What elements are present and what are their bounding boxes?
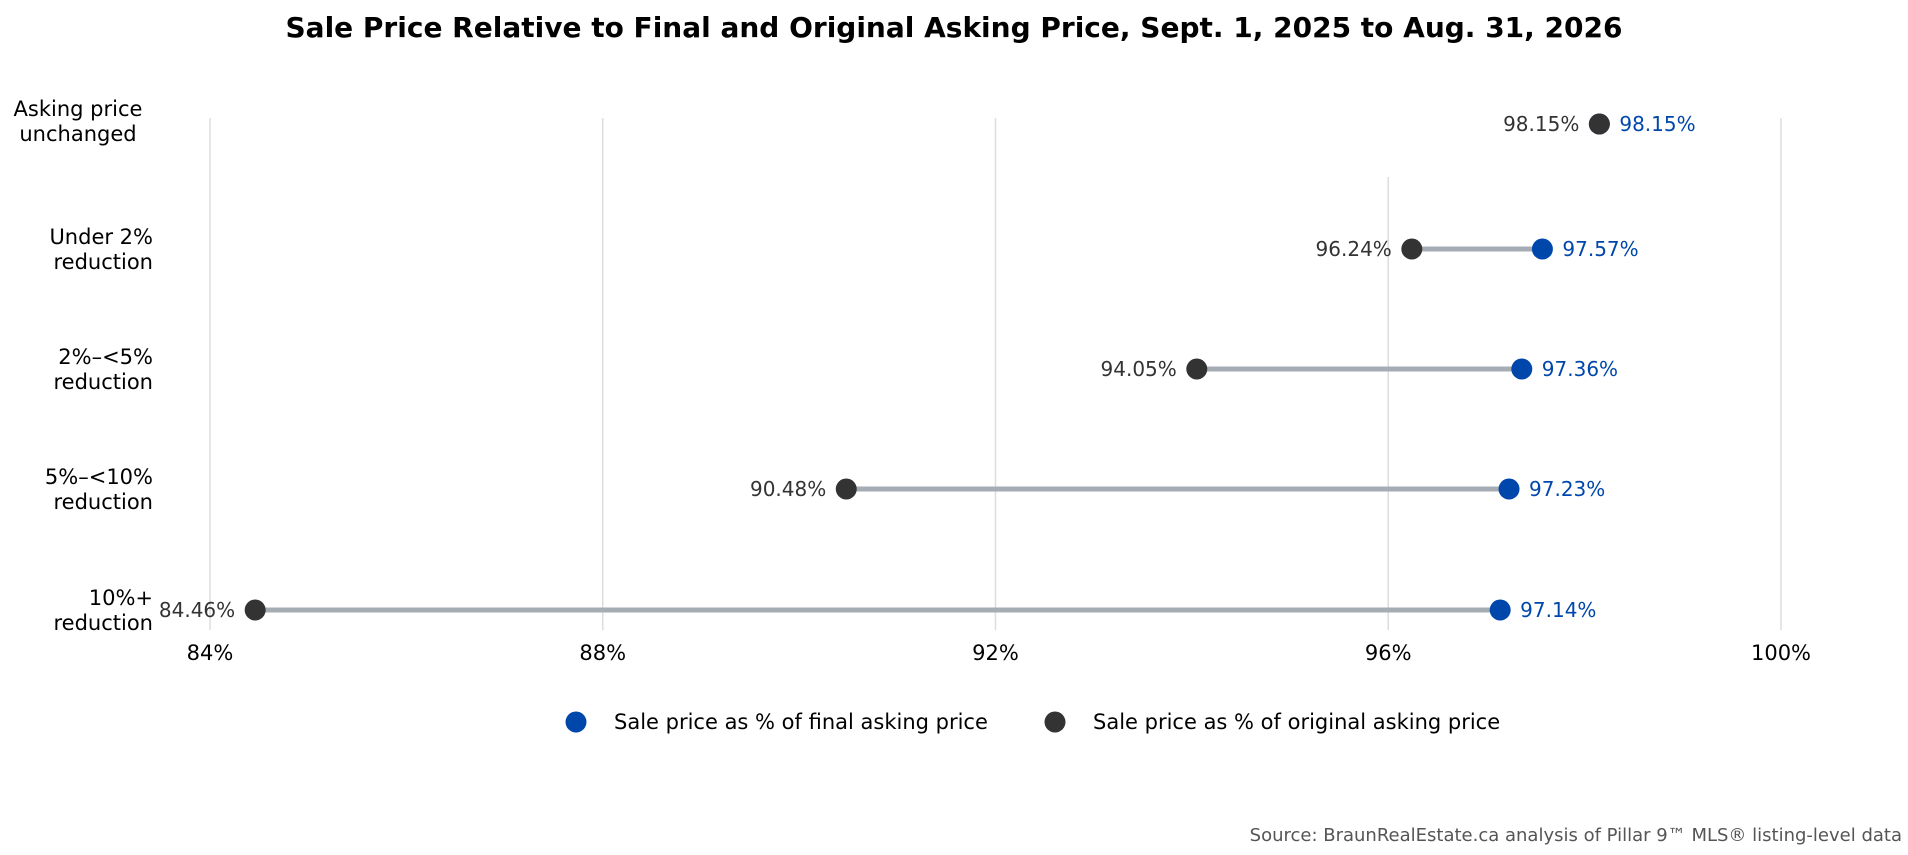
original-asking-label: 98.15% xyxy=(1503,112,1579,136)
original-asking-point xyxy=(1186,358,1208,380)
original-asking-label: 94.05% xyxy=(1101,357,1177,381)
connector-lines xyxy=(255,246,1543,613)
data-points xyxy=(244,113,1610,621)
category-label-line: reduction xyxy=(53,370,153,394)
category-label-line: unchanged xyxy=(19,122,136,146)
category-label-line: Under 2% xyxy=(49,225,153,249)
final-asking-label: 97.14% xyxy=(1520,598,1596,622)
final-asking-point xyxy=(1498,478,1520,500)
final-asking-label: 98.15% xyxy=(1619,112,1695,136)
legend-label: Sale price as % of final asking price xyxy=(614,710,988,734)
chart-title: Sale Price Relative to Final and Origina… xyxy=(286,11,1623,44)
category-label-line: Asking price xyxy=(14,97,143,121)
x-axis-ticks: 84% 88% 92% 96% 100% xyxy=(187,641,1811,665)
original-asking-label: 90.48% xyxy=(750,477,826,501)
category-label-line: reduction xyxy=(53,611,153,635)
final-asking-label: 97.23% xyxy=(1529,477,1605,501)
original-asking-point xyxy=(1401,238,1423,260)
source-note: Source: BraunRealEstate.ca analysis of P… xyxy=(1250,825,1902,846)
category-label-line: 2%–<5% xyxy=(58,345,153,369)
category-label: 10%+ reduction xyxy=(53,586,153,635)
final-asking-point xyxy=(1511,358,1533,380)
legend-label: Sale price as % of original asking price xyxy=(1093,710,1500,734)
category-label-line: reduction xyxy=(53,250,153,274)
final-asking-label: 97.57% xyxy=(1562,237,1638,261)
grid-lines xyxy=(209,118,1782,630)
x-tick-label: 96% xyxy=(1365,641,1412,665)
x-tick-label: 92% xyxy=(972,641,1019,665)
x-tick-label: 84% xyxy=(187,641,234,665)
legend: Sale price as % of final asking price Sal… xyxy=(565,710,1500,734)
original-asking-label: 96.24% xyxy=(1316,237,1392,261)
x-tick-label: 100% xyxy=(1751,641,1811,665)
final-asking-label: 97.36% xyxy=(1542,357,1618,381)
category-label-line: 5%–<10% xyxy=(45,465,153,489)
final-asking-point xyxy=(1489,599,1511,621)
original-asking-point xyxy=(1588,113,1610,135)
category-label: 2%–<5% reduction xyxy=(53,345,153,394)
value-labels: 98.15% 98.15% 97.57% 96.24% 97.36% 94.05% 97.2… xyxy=(159,112,1696,622)
original-asking-label: 84.46% xyxy=(159,598,235,622)
legend-final-asking: Sale price as % of final asking price xyxy=(565,710,988,734)
category-label: 5%–<10% reduction xyxy=(45,465,153,514)
legend-marker xyxy=(565,711,587,733)
original-asking-point xyxy=(835,478,857,500)
category-label: Asking price unchanged xyxy=(14,97,143,146)
category-label: Under 2% reduction xyxy=(49,225,153,274)
original-asking-point xyxy=(244,599,266,621)
legend-original-asking: Sale price as % of original asking price xyxy=(1044,710,1500,734)
category-label-line: 10%+ xyxy=(89,586,153,610)
legend-marker xyxy=(1044,711,1066,733)
final-asking-point xyxy=(1531,238,1553,260)
category-label-line: reduction xyxy=(53,490,153,514)
x-tick-label: 88% xyxy=(579,641,626,665)
